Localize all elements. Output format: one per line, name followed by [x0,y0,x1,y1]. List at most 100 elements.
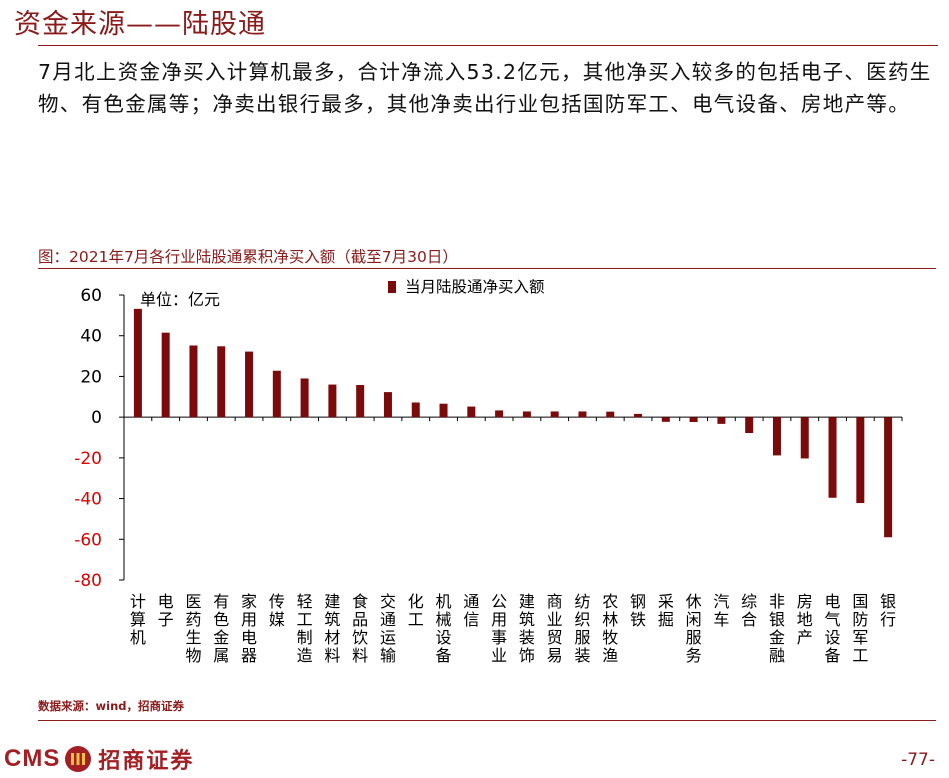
category-label-char: 铁 [630,610,646,629]
bar [328,384,337,418]
footer-divider [38,720,936,721]
bar [661,417,670,422]
category-label-char: 国 [852,592,868,611]
category-label-char: 运 [380,628,396,647]
category-label-char: 银 [880,592,896,611]
category-label-char: 公 [491,592,507,611]
category-label-char: 物 [185,646,201,665]
category-label-char: 综 [741,592,757,611]
category-label-char: 饮 [352,628,368,647]
category-label-char: 电 [825,592,841,611]
bar [634,413,643,418]
category-label-char: 农 [602,592,618,611]
category-label-char: 械 [436,610,452,629]
legend-label: 当月陆股通净买入额 [405,278,545,296]
category-label-char: 银 [769,610,785,629]
category-label-char: 备 [436,646,452,665]
bar [245,351,254,418]
category-label-char: 设 [436,628,452,647]
category-label-char: 品 [352,610,368,629]
caption-divider [38,268,936,269]
category-label-char: 造 [297,646,313,665]
category-label-char: 服 [574,628,590,647]
bar [689,417,698,423]
bar [828,417,837,498]
bar [439,403,448,418]
category-label-char: 机 [130,628,146,647]
logo-company-name: 招商证券 [98,749,195,774]
category-label-char: 贸 [547,628,563,647]
bar [495,410,504,418]
category-label-char: 料 [352,646,368,665]
category-label-char: 车 [713,610,729,629]
bar [606,411,615,418]
category-label-char: 行 [880,610,896,629]
bar [356,384,365,418]
y-tick-label: 60 [80,286,102,306]
title-divider [38,45,938,46]
category-label-char: 钢 [630,592,646,611]
y-tick-label: -20 [74,449,102,469]
category-label-char: 设 [825,628,841,647]
category-label-char: 业 [547,610,563,629]
category-label-char: 饰 [519,646,535,665]
logo-emblem-icon [65,746,92,772]
bar [856,417,865,504]
category-label-char: 有 [213,592,229,611]
bar [189,345,198,418]
category-label-char: 非 [769,592,785,611]
category-label-char: 筑 [324,610,340,629]
category-label-char: 生 [185,628,201,647]
y-tick-label: 40 [80,327,102,347]
category-label-char: 化 [408,592,424,611]
category-label-char: 工 [297,610,313,629]
category-label-char: 算 [130,610,146,629]
bar [884,417,893,538]
category-label-char: 织 [574,610,590,629]
y-tick-label: 20 [80,367,102,387]
category-label-char: 汽 [713,592,729,611]
logo-text: CMS [4,745,61,772]
category-label-char: 融 [769,646,785,665]
unit-label: 单位：亿元 [140,290,220,309]
y-tick-label: -60 [74,530,102,550]
bar [717,417,726,424]
category-label-char: 计 [130,592,146,611]
category-label-char: 制 [297,628,313,647]
category-label-char: 备 [825,646,841,665]
category-label-char: 食 [352,592,368,611]
category-label-char: 通 [463,592,479,611]
category-label-char: 牧 [602,628,618,647]
bar [467,406,476,418]
category-label-char: 林 [602,610,618,629]
category-label-char: 医 [185,592,201,611]
category-label-char: 用 [241,610,257,629]
category-label-char: 建 [519,592,535,611]
category-label-char: 建 [324,592,340,611]
category-label-char: 子 [158,610,174,629]
category-label-char: 房 [797,592,813,611]
category-label-char: 渔 [602,646,618,665]
category-label-char: 合 [741,610,757,629]
category-label-char: 机 [436,592,452,611]
category-label-char: 事 [491,628,507,647]
category-label-char: 电 [241,628,257,647]
page-number: -77- [901,750,935,770]
category-label-char: 金 [213,628,229,647]
category-label-char: 产 [797,628,813,647]
category-label-char: 筑 [519,610,535,629]
category-label-char: 用 [491,610,507,629]
bar [745,417,754,434]
category-label-char: 装 [519,628,535,647]
category-label-char: 工 [408,610,424,629]
category-label-char: 纺 [574,592,590,611]
category-label-char: 休 [686,592,702,611]
bar [800,417,809,459]
category-label-char: 闲 [686,610,702,629]
category-label-char: 服 [686,628,702,647]
bar [300,378,309,418]
bar [217,346,226,418]
page-title: 资金来源——陆股通 [14,9,266,40]
category-label-char: 易 [547,646,563,665]
category-label-char: 务 [686,646,702,665]
